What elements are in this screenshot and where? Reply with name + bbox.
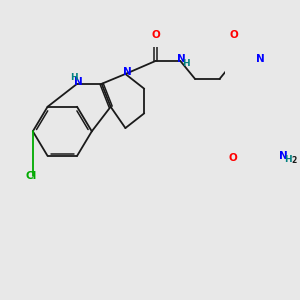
Text: O: O (230, 30, 239, 40)
Text: H: H (285, 154, 292, 164)
Text: N: N (177, 54, 186, 64)
Text: H: H (70, 74, 78, 82)
Text: H: H (182, 59, 189, 68)
Text: N: N (256, 54, 265, 64)
Text: 2: 2 (292, 156, 297, 165)
Text: N: N (122, 67, 131, 77)
Text: N: N (74, 77, 83, 87)
Text: O: O (151, 30, 160, 40)
Text: Cl: Cl (26, 171, 37, 181)
Text: N: N (279, 151, 288, 161)
Text: O: O (229, 153, 237, 163)
